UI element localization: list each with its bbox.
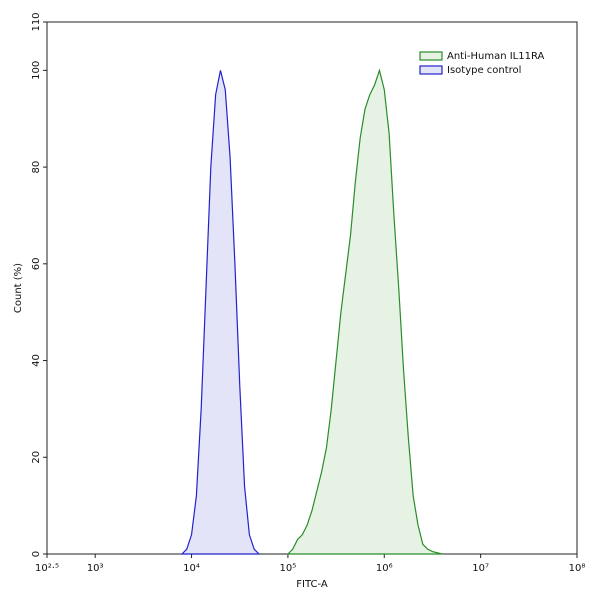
x-tick-label: 10³ <box>87 563 104 574</box>
y-tick-label: 80 <box>31 161 42 174</box>
y-axis-label: Count (%) <box>13 263 24 313</box>
y-tick-label: 0 <box>31 551 42 557</box>
y-tick-label: 110 <box>31 12 42 31</box>
x-axis-label: FITC-A <box>296 579 328 590</box>
legend-swatch <box>419 51 443 61</box>
x-tick-label: 10⁸ <box>569 563 586 574</box>
x-tick-label: 10²·⁵ <box>35 563 59 574</box>
y-tick-label: 60 <box>31 257 42 270</box>
histogram-curve <box>180 70 261 555</box>
x-tick-label: 10⁷ <box>472 563 489 574</box>
plot-frame <box>46 21 578 555</box>
legend-swatch <box>419 65 443 75</box>
y-tick-label: 100 <box>31 61 42 80</box>
x-tick-label: 10⁴ <box>183 563 200 574</box>
y-tick-label: 20 <box>31 451 42 464</box>
x-tick-label: 10⁵ <box>280 563 297 574</box>
legend-label: Anti-Human IL11RA <box>447 51 545 62</box>
x-tick-label: 10⁶ <box>376 563 393 574</box>
y-tick-label: 40 <box>31 354 42 367</box>
histogram-curve <box>286 68 443 555</box>
legend-label: Isotype control <box>447 65 521 76</box>
